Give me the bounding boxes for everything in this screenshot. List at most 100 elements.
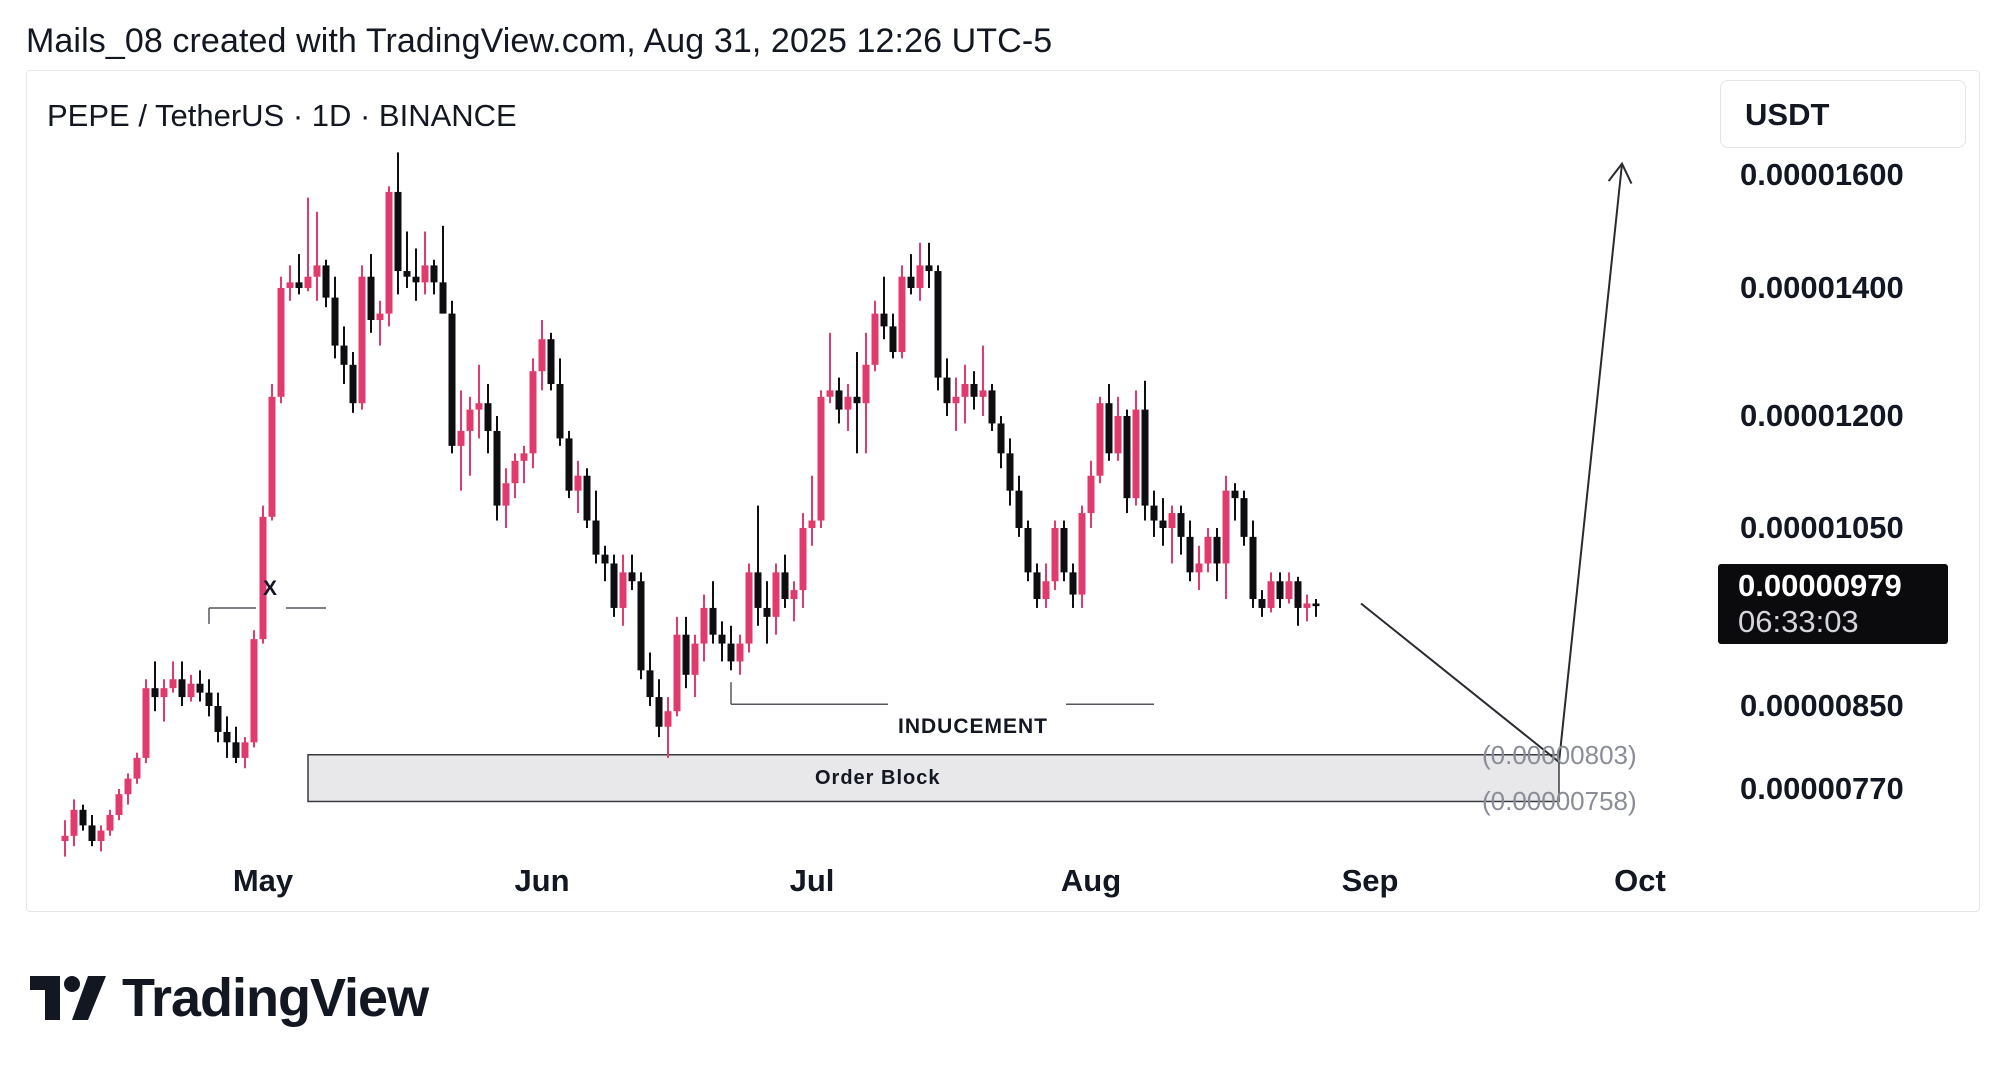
candle-down bbox=[196, 683, 204, 693]
candle-up bbox=[1303, 603, 1311, 608]
candle-up bbox=[700, 607, 708, 644]
candle-up bbox=[250, 639, 258, 743]
last-price-label: 0.00000979 06:33:03 bbox=[1718, 564, 1948, 644]
symbol-title: PEPE / TetherUS · 1D · BINANCE bbox=[47, 98, 517, 133]
candle-up bbox=[799, 528, 807, 591]
candle-up bbox=[1285, 581, 1293, 600]
candle-down bbox=[1006, 453, 1014, 491]
candle-up bbox=[187, 683, 195, 698]
candle-up bbox=[466, 409, 474, 431]
candle-up bbox=[790, 590, 798, 600]
order-block-label: Order Block bbox=[815, 767, 941, 789]
candle-up bbox=[70, 809, 78, 836]
currency-button[interactable]: USDT bbox=[1720, 80, 1966, 148]
candle-up bbox=[268, 396, 276, 517]
time-tick-label: Jul bbox=[789, 863, 835, 898]
candle-down bbox=[1150, 505, 1158, 521]
candle-down bbox=[943, 377, 951, 404]
candle-down bbox=[763, 607, 771, 617]
candle-up bbox=[664, 711, 672, 727]
candle-down bbox=[727, 643, 735, 662]
candle-up bbox=[160, 688, 168, 698]
candle-down bbox=[1186, 536, 1194, 573]
candle-down bbox=[583, 475, 591, 521]
candle-down bbox=[1123, 416, 1131, 499]
candle-up bbox=[457, 430, 465, 446]
candle-up bbox=[538, 339, 546, 372]
candle-up bbox=[169, 679, 177, 689]
candle-up bbox=[736, 643, 744, 662]
candle-down bbox=[880, 313, 888, 327]
candle-down bbox=[682, 634, 690, 675]
candle-down bbox=[997, 423, 1005, 454]
candle-up bbox=[1195, 563, 1203, 573]
bar-countdown: 06:33:03 bbox=[1738, 604, 1859, 639]
candle-up bbox=[691, 643, 699, 675]
candle-up bbox=[376, 313, 384, 320]
candle-up bbox=[844, 396, 852, 410]
price-tick-label: 0.00000850 bbox=[1740, 688, 1904, 723]
price-tick-label: 0.00001400 bbox=[1740, 270, 1904, 305]
candle-down bbox=[439, 282, 447, 314]
candle-up bbox=[421, 265, 429, 283]
inducement-label: INDUCEMENT bbox=[898, 715, 1048, 738]
candle-down bbox=[610, 563, 618, 608]
candle-up bbox=[304, 276, 312, 288]
candle-up bbox=[241, 742, 249, 758]
candle-down bbox=[214, 706, 222, 732]
candle-down bbox=[151, 688, 159, 698]
candle-down bbox=[601, 554, 609, 564]
candle-up bbox=[511, 460, 519, 484]
candle-up bbox=[115, 794, 123, 815]
candle-down bbox=[484, 403, 492, 431]
candle-up bbox=[871, 313, 879, 365]
candle-down bbox=[781, 572, 789, 600]
projection-arrow-head bbox=[1607, 161, 1633, 184]
tradingview-logo[interactable]: TradingView bbox=[30, 967, 429, 1029]
candle-down bbox=[1177, 513, 1185, 537]
tradingview-logo-icon bbox=[30, 976, 106, 1020]
candle-up bbox=[979, 390, 987, 397]
candle-down bbox=[412, 276, 420, 283]
candle-up bbox=[1132, 409, 1140, 499]
candle-down bbox=[295, 282, 303, 288]
candle-down bbox=[1015, 490, 1023, 528]
candle-down bbox=[403, 271, 411, 277]
last-price-value: 0.00000979 bbox=[1738, 568, 1902, 603]
candle-down bbox=[565, 438, 573, 491]
candle-up bbox=[277, 288, 285, 397]
candle-up bbox=[1222, 490, 1230, 564]
candle-down bbox=[1294, 581, 1302, 608]
candle-up bbox=[772, 572, 780, 617]
candle-up bbox=[961, 384, 969, 397]
candle-down bbox=[340, 345, 348, 365]
candle-up bbox=[1204, 536, 1212, 564]
candle-down bbox=[88, 825, 96, 841]
candle-down bbox=[1258, 599, 1266, 608]
candle-down bbox=[889, 326, 897, 352]
candle-up bbox=[529, 371, 537, 454]
candle-up bbox=[61, 835, 69, 841]
candle-up bbox=[385, 191, 393, 314]
candle-up bbox=[502, 483, 510, 506]
candle-up bbox=[1096, 403, 1104, 476]
candle-down bbox=[448, 313, 456, 446]
candle-down bbox=[223, 731, 231, 743]
candle-up bbox=[259, 516, 267, 640]
candle-up bbox=[142, 688, 150, 758]
candle-up bbox=[358, 276, 366, 404]
candle-down bbox=[592, 520, 600, 555]
candle-down bbox=[1069, 572, 1077, 595]
candle-up bbox=[475, 403, 483, 410]
candle-down bbox=[1276, 581, 1284, 600]
candle-up bbox=[619, 572, 627, 608]
candle-down bbox=[1024, 528, 1032, 573]
candle-down bbox=[430, 265, 438, 283]
candle-up bbox=[1114, 416, 1122, 454]
candle-down bbox=[547, 339, 555, 384]
candle-down bbox=[646, 670, 654, 698]
candle-up bbox=[1168, 513, 1176, 528]
candle-down bbox=[934, 271, 942, 378]
candle-up bbox=[1042, 581, 1050, 600]
